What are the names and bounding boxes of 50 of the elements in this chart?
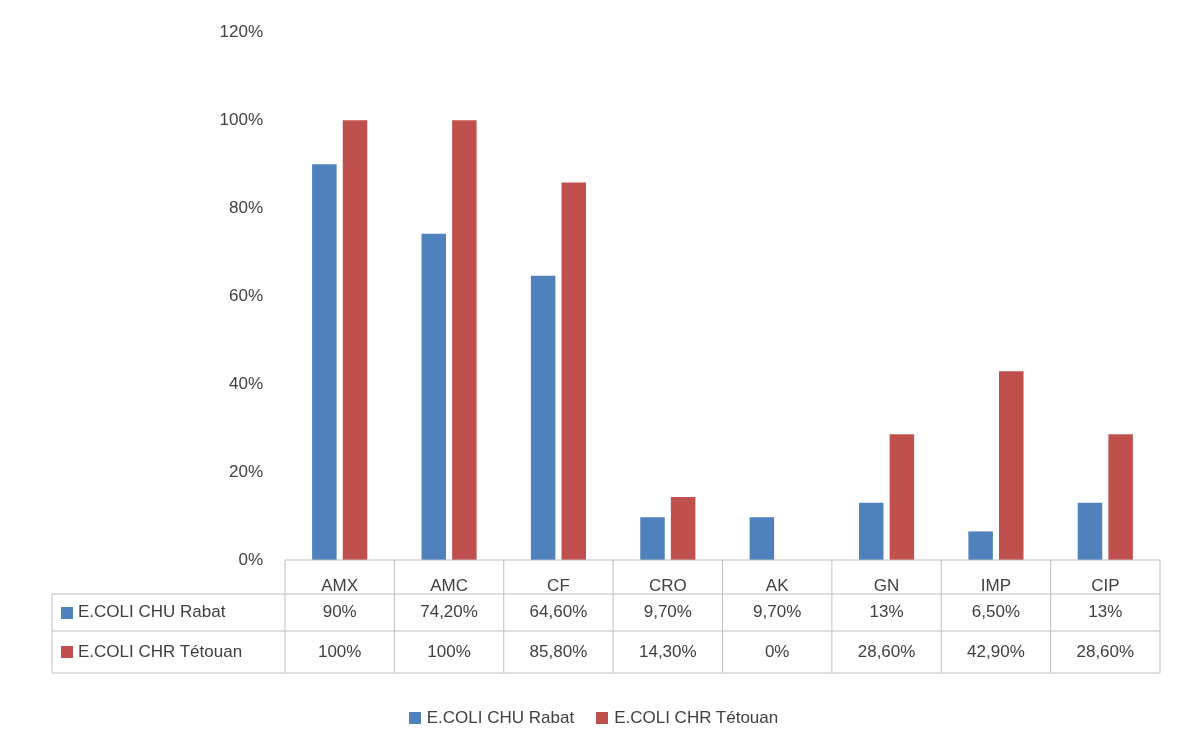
bar (859, 502, 884, 560)
data-label: 6,50% (971, 602, 1021, 622)
x-tick-label: GN (873, 575, 900, 595)
x-tick-label: AMC (430, 575, 468, 595)
y-tick-label: 60% (228, 285, 263, 305)
y-tick-label: 100% (219, 109, 263, 129)
x-tick-label: CRO (648, 575, 687, 595)
y-tick-label: 40% (228, 373, 263, 393)
data-label: 9,70% (753, 602, 802, 622)
bar (640, 517, 665, 560)
bar (530, 275, 556, 560)
data-label: 28,60% (1076, 641, 1135, 661)
data-label: 28,60% (857, 641, 916, 661)
bar (968, 531, 993, 560)
bar (999, 371, 1024, 560)
legend-label: E.COLI CHU Rabat (78, 602, 226, 622)
x-tick-label: AK (765, 575, 790, 595)
y-tick-label: 0% (238, 549, 263, 569)
data-label: 9,70% (643, 602, 692, 622)
bar (1108, 434, 1133, 560)
legend-label: E.COLI CHR Tétouan (78, 641, 243, 661)
data-label: 100% (427, 641, 471, 661)
text: E.COLI CHU Rabat (426, 708, 575, 727)
x-tick-label: IMP (980, 575, 1012, 595)
y-tick-label: 80% (228, 197, 263, 217)
y-tick-label: 120% (219, 21, 263, 41)
data-label: 64,60% (529, 602, 588, 622)
bar (342, 120, 368, 560)
data-label: 85,80% (529, 641, 588, 661)
data-label: 42,90% (967, 641, 1025, 661)
bar (1077, 502, 1103, 560)
data-label: 13% (869, 602, 904, 622)
bar (670, 497, 696, 560)
data-label: 13% (1088, 602, 1123, 622)
data-label: 90% (322, 602, 357, 622)
bar (312, 164, 337, 560)
x-tick-label: CIP (1091, 575, 1120, 595)
y-tick-label: 20% (228, 461, 263, 481)
data-label: 0% (764, 641, 790, 661)
x-tick-label: CF (547, 575, 570, 595)
bar (421, 233, 446, 560)
bar (749, 517, 775, 560)
text: E.COLI CHR Tétouan (614, 708, 779, 727)
data-label: 74,20% (420, 602, 478, 622)
data-label: 100% (317, 641, 362, 661)
x-tick-label: AMX (321, 575, 359, 595)
bar (561, 182, 586, 560)
data-label: 14,30% (638, 641, 697, 661)
bar (452, 120, 477, 560)
bar (889, 434, 915, 560)
